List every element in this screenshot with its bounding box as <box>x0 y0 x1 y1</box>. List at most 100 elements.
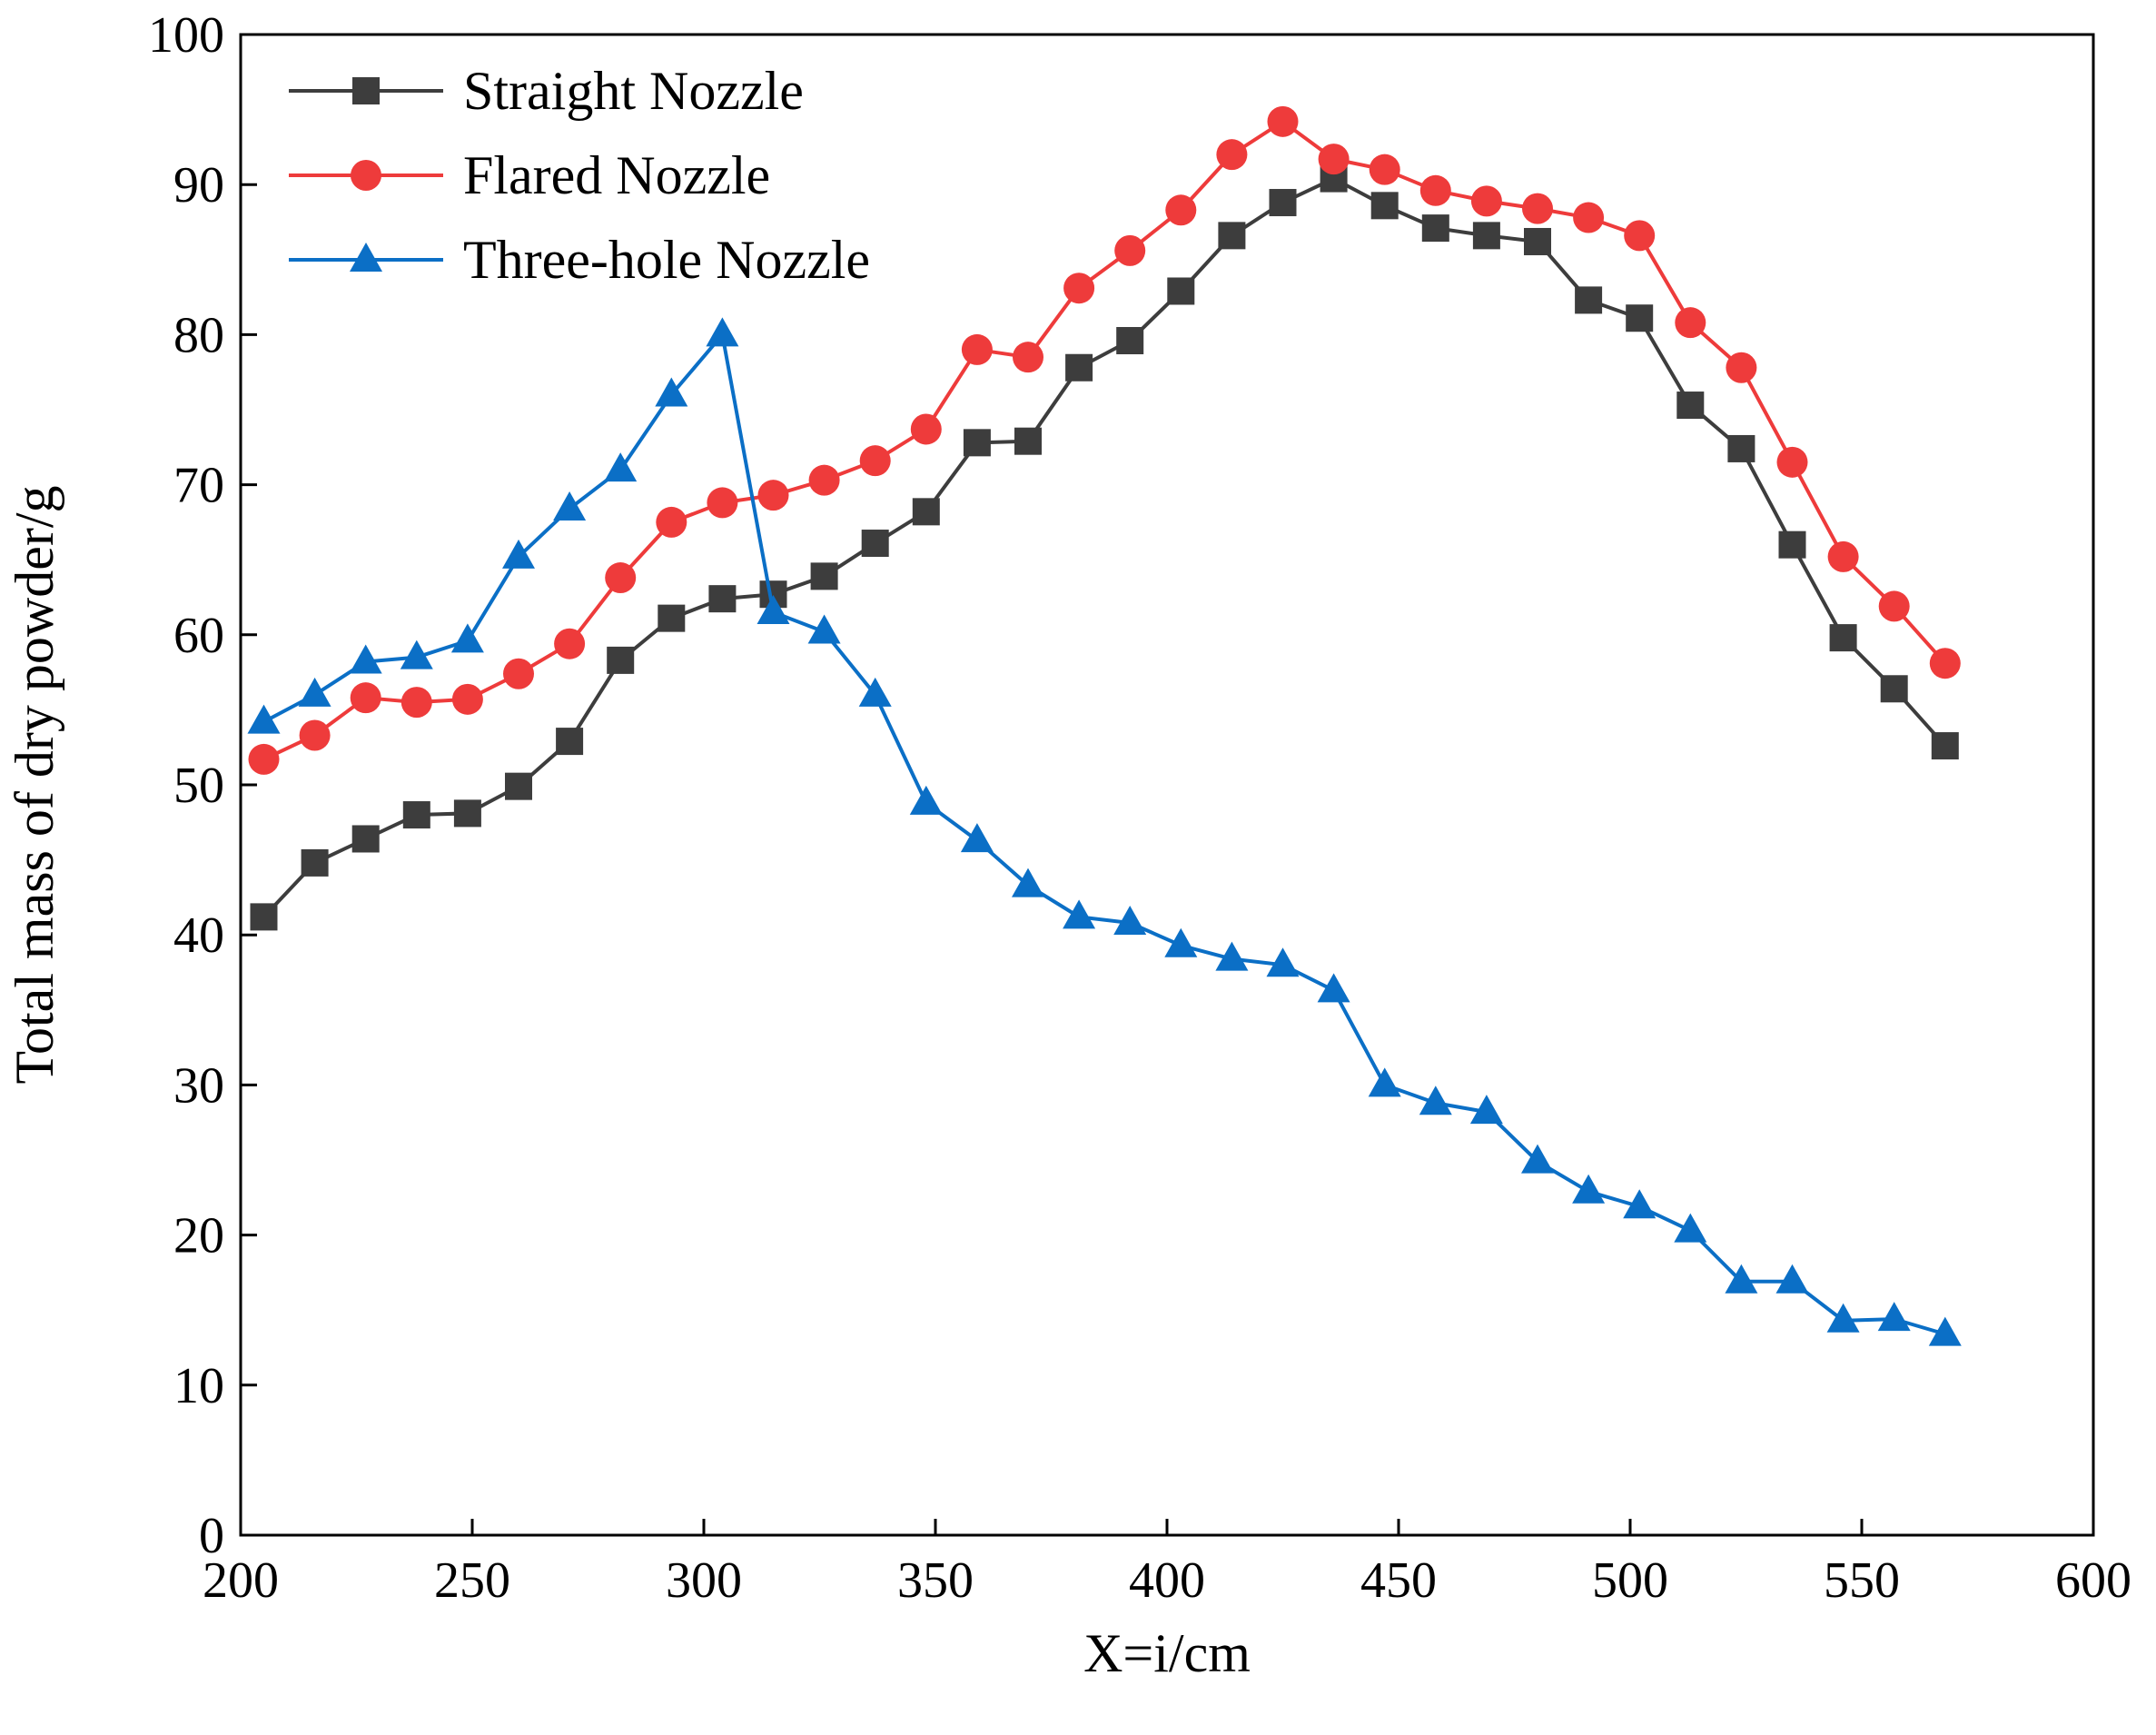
triangle-data-point <box>757 595 790 625</box>
square-data-point <box>1421 214 1449 243</box>
circle-data-point <box>1013 342 1043 373</box>
square-data-point <box>1778 530 1806 559</box>
legend-label: Flared Nozzle <box>463 145 770 205</box>
triangle-data-point <box>1317 973 1350 1003</box>
legend-item: Straight Nozzle <box>289 61 804 121</box>
circle-data-point <box>1776 446 1808 478</box>
circle-data-point <box>1318 144 1350 175</box>
square-data-point <box>1218 222 1246 250</box>
square-data-point <box>1626 304 1654 332</box>
x-tick-label: 200 <box>203 1552 279 1609</box>
circle-data-point <box>299 719 331 751</box>
circle-data-point <box>961 333 993 365</box>
circle-data-point <box>1929 648 1961 679</box>
triangle-data-point <box>1215 941 1249 971</box>
series-line <box>262 176 1947 918</box>
square-data-point <box>453 799 481 828</box>
triangle-data-point <box>807 614 841 644</box>
circle-data-point <box>1522 193 1553 224</box>
square-data-point <box>1524 227 1551 255</box>
y-axis-title: Total mass of dry powder/g <box>5 485 64 1084</box>
triangle-data-point <box>1725 1264 1758 1294</box>
circle-data-point <box>451 683 483 715</box>
square-data-point <box>607 646 635 674</box>
triangle-data-point <box>1113 905 1147 935</box>
triangle-data-point <box>400 639 433 669</box>
square-data-point <box>505 772 532 800</box>
square-data-point <box>402 801 430 829</box>
triangle-data-point <box>1521 1144 1554 1174</box>
x-tick-label: 450 <box>1360 1552 1437 1609</box>
y-tick-label: 80 <box>173 307 224 363</box>
circle-data-point <box>1675 307 1706 339</box>
circle-data-point <box>808 464 840 496</box>
legend-label: Straight Nozzle <box>463 61 804 121</box>
square-data-point <box>1167 277 1195 305</box>
triangle-data-point <box>1164 927 1198 957</box>
circle-data-point <box>1063 273 1095 304</box>
y-tick-label: 10 <box>173 1358 224 1414</box>
y-tick-label: 90 <box>173 157 224 213</box>
circle-data-point <box>1267 105 1299 137</box>
triangle-data-point <box>960 823 994 853</box>
square-data-point <box>1014 427 1042 455</box>
triangle-data-point <box>298 677 331 707</box>
square-data-point <box>861 530 889 558</box>
triangle-data-point <box>1012 868 1044 897</box>
x-tick-label: 250 <box>434 1552 510 1609</box>
circle-data-point <box>1573 202 1605 233</box>
circle-data-point <box>910 413 942 445</box>
triangle-data-point <box>706 317 739 347</box>
circle-data-point <box>1165 194 1197 226</box>
x-tick-label: 300 <box>666 1552 742 1609</box>
axes-layer: 200 250 300 350 400 450 500 550 600 0 10 20 30 40 50 60… <box>148 7 2131 1609</box>
x-tick-label: 350 <box>897 1552 974 1609</box>
square-data-point <box>556 728 584 756</box>
circle-data-point <box>605 562 637 594</box>
circle-data-point <box>859 445 891 477</box>
series-line <box>262 119 1947 761</box>
circle-data-point <box>757 480 789 511</box>
legend-label: Three-hole Nozzle <box>463 230 870 290</box>
circle-data-point <box>554 628 586 659</box>
y-tick-label: 70 <box>173 458 224 514</box>
y-tick-label: 50 <box>173 758 224 814</box>
square-data-point <box>1269 189 1297 217</box>
square-data-point <box>658 604 686 632</box>
x-tick-label: 550 <box>1824 1552 1900 1609</box>
triangle-data-point <box>1063 899 1096 929</box>
square-data-point <box>301 848 329 877</box>
y-tick-label: 100 <box>148 7 224 64</box>
square-data-point <box>912 498 940 526</box>
series-square <box>250 164 1959 931</box>
triangle-data-point <box>909 785 943 815</box>
triangle-data-point <box>1623 1189 1657 1219</box>
y-tick-label: 60 <box>173 608 224 664</box>
circle-data-point <box>1216 139 1248 171</box>
square-data-point <box>1116 327 1144 355</box>
circle-data-point <box>1827 540 1859 572</box>
series-line <box>262 332 1946 1336</box>
circle-data-point <box>248 743 280 775</box>
circle-data-point <box>1624 220 1656 252</box>
series-circle <box>248 105 1961 775</box>
triangle-data-point <box>502 539 535 569</box>
square-data-point <box>351 825 380 853</box>
triangle-data-point <box>1877 1302 1911 1332</box>
triangle-data-point <box>604 452 638 482</box>
square-data-point <box>1880 675 1908 703</box>
y-tick-label: 20 <box>173 1208 224 1264</box>
triangle-data-point <box>450 623 484 653</box>
x-tick-label: 400 <box>1129 1552 1205 1609</box>
circle-data-point <box>1114 234 1146 266</box>
triangle-data-point <box>1368 1067 1401 1097</box>
triangle-data-point <box>553 491 587 521</box>
triangle-data-point <box>858 677 892 707</box>
triangle-data-point <box>1266 947 1300 977</box>
square-data-point <box>250 903 278 931</box>
legend-marker <box>351 160 381 191</box>
square-data-point <box>1575 286 1603 314</box>
triangle-data-point <box>1419 1086 1452 1115</box>
triangle-data-point <box>247 704 281 734</box>
y-tick-label: 0 <box>199 1508 224 1564</box>
